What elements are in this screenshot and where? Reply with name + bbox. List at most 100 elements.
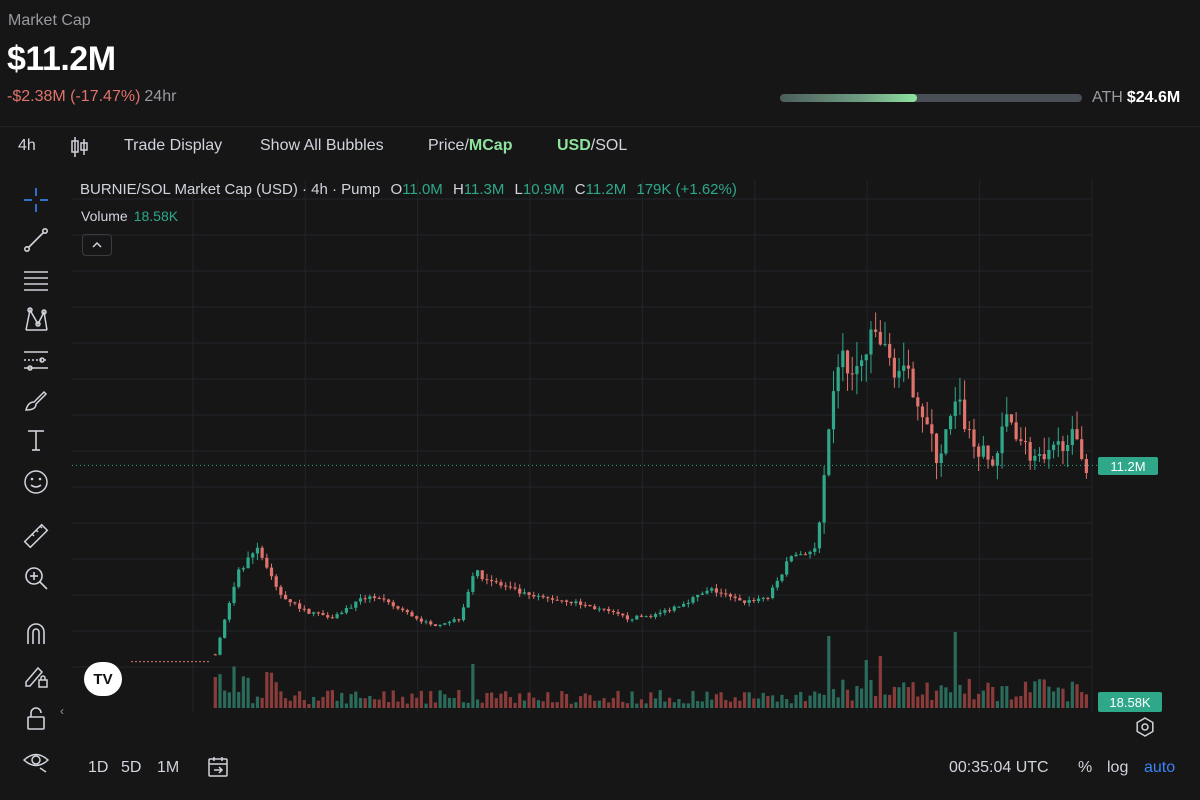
forecast-icon[interactable] xyxy=(18,342,54,378)
volume-bar xyxy=(869,679,873,708)
candle-body xyxy=(897,370,901,378)
volume-bar xyxy=(934,690,939,708)
legend-high-label: H xyxy=(452,181,464,198)
legend-close-label: C xyxy=(574,181,586,198)
ath-value: $24.6M xyxy=(1126,89,1181,106)
volume-bar xyxy=(330,690,334,708)
candle-body xyxy=(396,606,400,609)
candle-body xyxy=(663,610,667,613)
candle-body xyxy=(597,608,601,610)
volume-bar xyxy=(845,689,850,708)
show-all-bubbles-button[interactable]: Show All Bubbles xyxy=(260,137,384,154)
gear-icon[interactable] xyxy=(1134,716,1156,738)
candle-body xyxy=(850,373,854,375)
volume-bar xyxy=(766,696,770,708)
crosshair-icon[interactable] xyxy=(18,182,54,218)
volume-bar xyxy=(817,693,822,708)
range-5d-button[interactable]: 5D xyxy=(121,759,142,776)
sol-label: /SOL xyxy=(590,137,628,154)
volume-bar xyxy=(963,693,967,708)
volume-bar xyxy=(546,692,550,708)
candle-body xyxy=(1009,414,1014,423)
market-cap-chart[interactable]: 26.0M24.0M22.0M20.0M18.0M16.0M14.0M12.0M… xyxy=(72,170,1100,715)
candle-body xyxy=(293,602,297,604)
volume-bar xyxy=(658,690,662,708)
volume-bar xyxy=(672,702,676,708)
candle-body xyxy=(550,598,555,600)
volume-bar xyxy=(504,691,508,708)
candle-body xyxy=(536,595,541,597)
volume-bar xyxy=(630,691,634,708)
brush-icon[interactable] xyxy=(18,382,54,418)
candle-body xyxy=(911,368,915,398)
volume-bar xyxy=(808,695,812,708)
volume-value: 18.58K xyxy=(133,208,179,224)
volume-bar xyxy=(499,693,503,708)
volume-bar xyxy=(316,700,320,708)
candle-body xyxy=(513,587,517,589)
range-1d-button[interactable]: 1D xyxy=(88,759,109,776)
eye-icon[interactable] xyxy=(18,742,54,778)
volume-bar xyxy=(864,660,868,708)
tradingview-logo[interactable]: TV xyxy=(84,662,122,696)
volume-bar xyxy=(522,700,526,708)
magnet-icon[interactable] xyxy=(18,616,54,652)
candle-body xyxy=(916,397,920,407)
volume-bar xyxy=(649,692,653,708)
volume-bar xyxy=(466,702,470,708)
volume-bar xyxy=(775,701,779,708)
candle-body xyxy=(658,612,662,615)
candle-body xyxy=(742,600,747,603)
candle-body xyxy=(485,579,489,581)
candlestick-icon[interactable] xyxy=(70,135,90,159)
fib-lines-icon[interactable] xyxy=(18,262,54,298)
interval-selector[interactable]: 4h xyxy=(18,137,36,154)
text-icon[interactable] xyxy=(18,422,54,458)
chevron-up-icon xyxy=(92,241,102,248)
percent-scale-toggle[interactable]: % xyxy=(1078,759,1093,776)
volume-bar xyxy=(892,686,896,708)
volume-bar xyxy=(850,700,854,708)
range-1m-button[interactable]: 1M xyxy=(157,759,180,776)
candle-body xyxy=(1000,426,1004,454)
candle-body xyxy=(461,607,466,621)
volume-bar xyxy=(307,703,311,708)
volume-bar xyxy=(424,703,428,708)
volume-bar xyxy=(682,703,686,708)
utc-clock[interactable]: 00:35:04 UTC xyxy=(949,759,1049,776)
candle-body xyxy=(386,599,391,603)
currency-toggle[interactable]: USD/SOL xyxy=(557,137,627,155)
pattern-icon[interactable] xyxy=(18,302,54,338)
ruler-icon[interactable] xyxy=(18,518,54,554)
volume-bar xyxy=(958,684,962,708)
volume-bar xyxy=(578,696,583,708)
candle-body xyxy=(785,561,789,575)
volume-bar xyxy=(1047,686,1051,708)
lock-icon[interactable] xyxy=(18,700,54,736)
candle-body xyxy=(864,354,868,361)
price-mcap-toggle[interactable]: Price/MCap xyxy=(428,137,512,155)
collapse-legend-button[interactable] xyxy=(82,234,112,256)
candle-body xyxy=(452,619,456,622)
lock-edit-icon[interactable] xyxy=(18,658,54,694)
candle-body xyxy=(518,588,522,594)
auto-scale-toggle[interactable]: auto xyxy=(1144,759,1176,776)
ath-progress-fill xyxy=(780,94,918,102)
trade-display-button[interactable]: Trade Display xyxy=(124,137,223,154)
volume-bar xyxy=(991,686,995,708)
trend-line-icon[interactable] xyxy=(18,222,54,258)
candle-body xyxy=(438,624,442,627)
candle-body xyxy=(719,592,723,594)
chevron-left-icon[interactable]: ‹ xyxy=(60,704,64,718)
candle-body xyxy=(934,433,939,464)
candle-body xyxy=(475,570,480,577)
log-scale-toggle[interactable]: log xyxy=(1107,759,1129,776)
zoom-in-icon[interactable] xyxy=(18,560,54,596)
current-price-tag: 11.2M xyxy=(1098,457,1158,475)
goto-date-icon[interactable] xyxy=(206,755,230,784)
mcap-label: MCap xyxy=(468,137,513,154)
volume-bar xyxy=(1080,692,1084,708)
candle-body xyxy=(855,366,859,375)
candle-body xyxy=(372,596,377,598)
emoji-icon[interactable] xyxy=(18,464,54,500)
